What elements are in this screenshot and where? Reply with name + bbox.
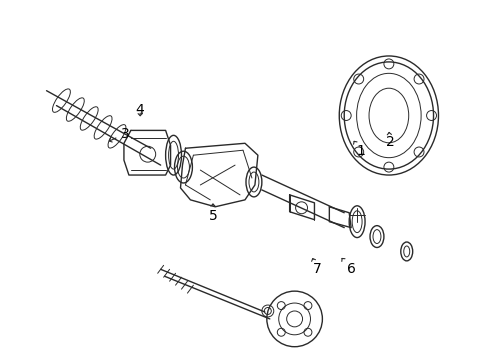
Text: 4: 4: [136, 103, 144, 117]
Text: 2: 2: [385, 132, 394, 149]
Text: 5: 5: [208, 204, 217, 223]
Text: 1: 1: [353, 141, 365, 158]
Text: 3: 3: [109, 127, 130, 142]
Text: 7: 7: [311, 258, 321, 276]
Text: 6: 6: [341, 258, 355, 276]
